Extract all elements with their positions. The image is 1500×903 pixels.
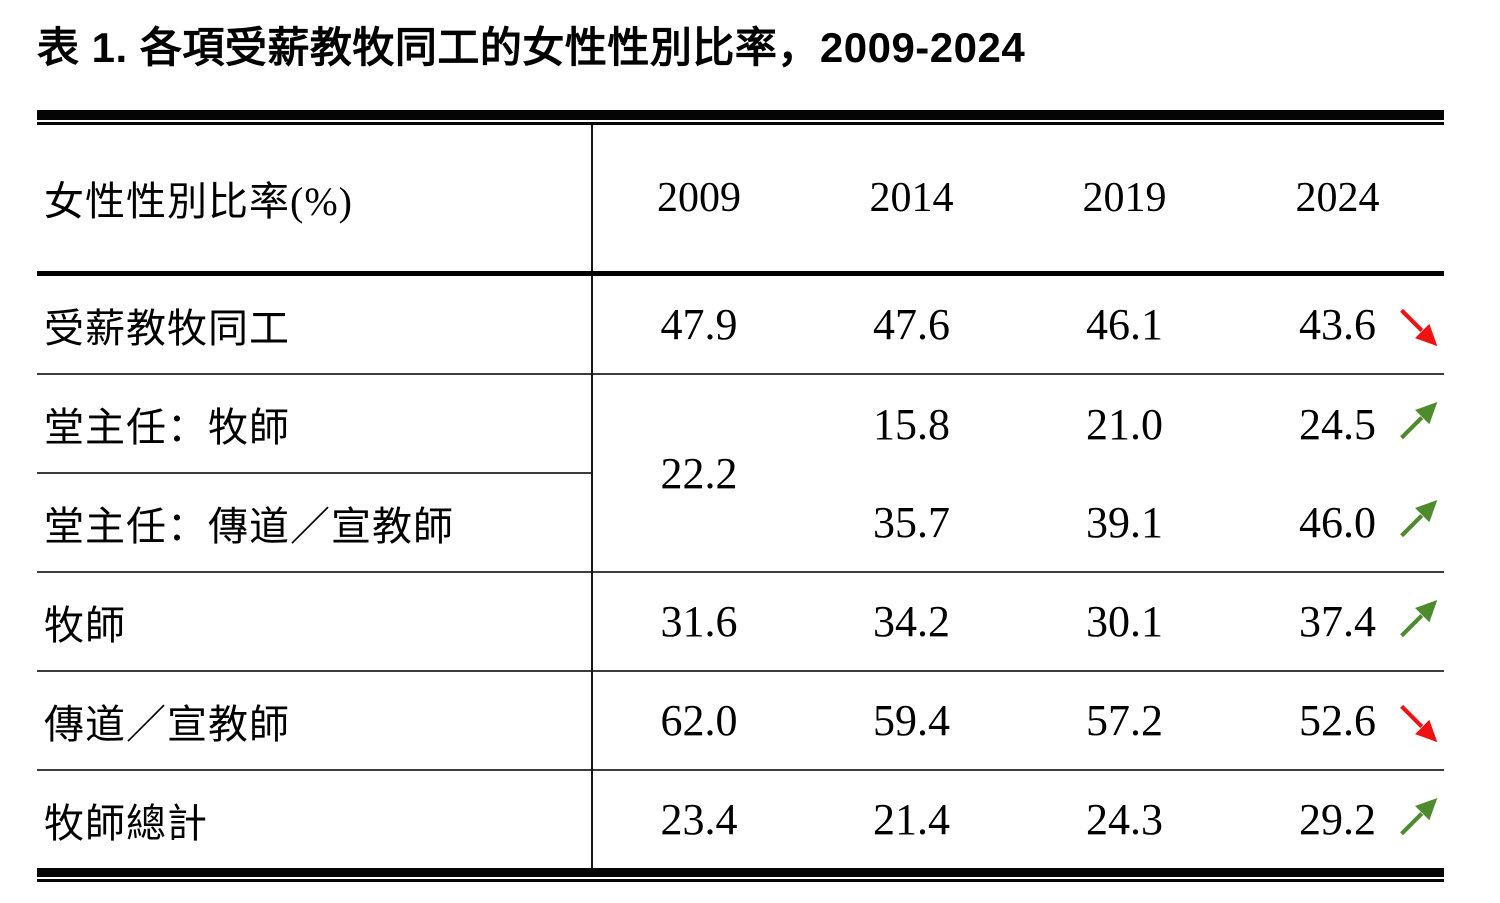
- clergy-gender-ratio-table: 女性性別比率(%) 2009 2014 2019 2024 受薪教牧同工 47.…: [37, 110, 1444, 882]
- row-label: 牧師總計: [37, 769, 593, 868]
- value-2024: 43.6: [1231, 274, 1444, 375]
- header-year-2009: 2009: [592, 125, 805, 276]
- table-title: 表 1. 各項受薪教牧同工的女性性別比率，2009-2024: [37, 24, 1026, 71]
- value-2014: 35.7: [873, 497, 950, 547]
- table-row: 堂主任：傳道／宣教師 35.7 39.1 46.0: [37, 472, 1444, 572]
- trend-down-icon: [1397, 304, 1441, 350]
- value-2024-text: 29.2: [1299, 795, 1376, 844]
- trend-up-icon: [1397, 397, 1441, 443]
- table-top-thick-rule: [37, 110, 1444, 120]
- value-2009: 23.4: [592, 769, 805, 868]
- value-2014: 21.4: [805, 769, 1018, 868]
- value-2014: 15.8: [805, 373, 1018, 473]
- trend-up-icon: [1397, 595, 1441, 641]
- value-2009: 31.6: [592, 571, 805, 671]
- table-bottom-thin-rule: [37, 879, 1444, 882]
- value-2014: 34.2: [805, 571, 1018, 671]
- value-2024-text: 46.0: [1299, 497, 1376, 547]
- row-label: 牧師: [37, 571, 593, 671]
- table-row: 牧師總計 23.4 21.4 24.3 29.2: [37, 769, 1444, 868]
- value-2009: 47.9: [660, 300, 738, 349]
- value-2024: 46.0: [1231, 473, 1444, 572]
- header-year-2024: 2024: [1231, 125, 1444, 276]
- row-label: 傳道／宣教師: [37, 670, 593, 770]
- table-row: 堂主任：牧師 22.2 15.8 21.0 24.5: [37, 373, 1444, 572]
- header-label-cell: 女性性別比率(%): [37, 125, 593, 276]
- row-label: 受薪教牧同工: [37, 273, 593, 374]
- value-2019: 24.3: [1018, 769, 1231, 868]
- value-2019: 30.1: [1018, 571, 1231, 671]
- table-top-thin-rule: [37, 122, 1444, 125]
- value-2024-text: 43.6: [1299, 300, 1376, 349]
- value-2024: 29.2: [1231, 769, 1444, 868]
- table-bottom-thick-rule: [37, 868, 1444, 877]
- value-2024: 37.4: [1231, 571, 1444, 671]
- table-row: 傳道／宣教師 62.0 59.4 57.2 52.6: [37, 670, 1444, 770]
- value-2009-merged: 22.2: [592, 373, 805, 572]
- table-header-row: 女性性別比率(%) 2009 2014 2019 2024: [37, 125, 1444, 276]
- value-2014: 59.4: [805, 670, 1018, 770]
- header-year-2019: 2019: [1018, 125, 1231, 276]
- value-2014: 47.6: [873, 300, 950, 349]
- table-row: 受薪教牧同工 47.9 47.6 46.1 43.6: [37, 273, 1444, 375]
- value-2019: 57.2: [1018, 670, 1231, 770]
- value-2019: 39.1: [1086, 497, 1163, 547]
- value-2024-text: 52.6: [1299, 696, 1376, 745]
- trend-up-icon: [1397, 793, 1441, 839]
- value-2024-text: 24.5: [1299, 399, 1376, 449]
- trend-down-icon: [1397, 700, 1441, 746]
- value-2024-text: 37.4: [1299, 597, 1376, 646]
- row-label: 堂主任：傳道／宣教師: [37, 472, 593, 572]
- value-2019: 21.0: [1018, 373, 1231, 473]
- value-2024: 52.6: [1231, 670, 1444, 770]
- header-year-2014: 2014: [805, 125, 1018, 276]
- value-2019: 46.1: [1086, 300, 1163, 349]
- trend-up-icon: [1397, 495, 1441, 541]
- value-2024: 24.5: [1231, 373, 1444, 473]
- table-row: 牧師 31.6 34.2 30.1 37.4: [37, 571, 1444, 671]
- value-2009: 62.0: [592, 670, 805, 770]
- row-label: 堂主任：牧師: [37, 373, 593, 473]
